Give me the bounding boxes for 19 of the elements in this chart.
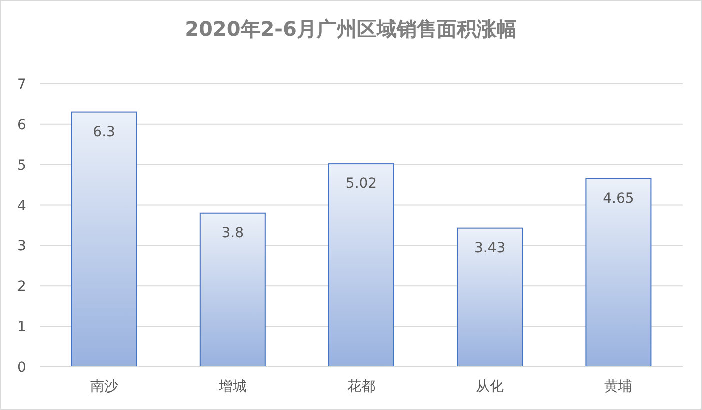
y-tick-label: 0 — [18, 360, 26, 376]
x-tick-label: 花都 — [348, 379, 376, 395]
data-label: 3.43 — [474, 240, 506, 256]
data-label: 6.3 — [93, 124, 116, 140]
data-label: 4.65 — [603, 191, 634, 208]
y-tick-label: 5 — [18, 158, 26, 174]
x-tick-label: 南沙 — [90, 379, 118, 395]
y-tick-label: 3 — [18, 238, 26, 255]
x-tick-label: 黄埔 — [604, 379, 633, 395]
x-tick-label: 从化 — [476, 379, 504, 395]
y-tick-label: 6 — [18, 117, 27, 134]
y-tick-label: 4 — [18, 198, 27, 214]
y-tick-label: 7 — [18, 77, 26, 93]
chart-title: 2020年2-6月广州区域销售面积涨幅 — [185, 17, 517, 41]
data-label: 3.8 — [222, 225, 244, 242]
x-tick-label: 增城 — [218, 379, 247, 395]
data-label: 5.02 — [346, 176, 378, 192]
y-tick-label: 2 — [18, 279, 26, 296]
y-tick-label: 1 — [18, 320, 26, 336]
